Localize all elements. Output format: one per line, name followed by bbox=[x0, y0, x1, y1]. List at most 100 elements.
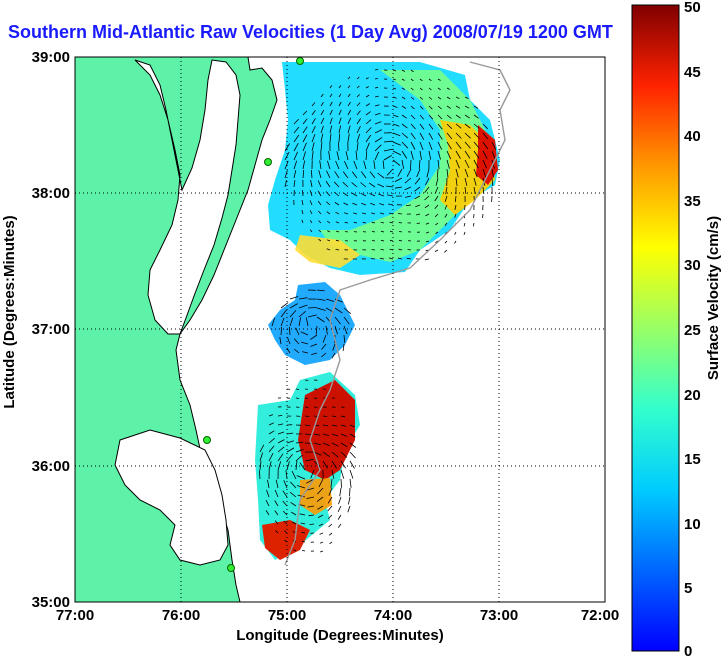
velocity-arrow bbox=[322, 424, 329, 427]
velocity-arrow bbox=[349, 424, 355, 428]
velocity-arrow bbox=[418, 159, 421, 169]
velocity-arrow bbox=[334, 307, 343, 314]
station-markers bbox=[203, 57, 304, 572]
velocity-arrow bbox=[289, 303, 298, 309]
velocity-arrow bbox=[289, 296, 299, 300]
velocity-arrow bbox=[284, 180, 287, 188]
velocity-arrow bbox=[406, 257, 412, 260]
velocity-arrow bbox=[446, 123, 453, 129]
station-marker bbox=[264, 158, 272, 166]
colorbar-tick-label: 40 bbox=[684, 128, 701, 145]
velocity-arrow bbox=[374, 95, 379, 98]
velocity-arrow bbox=[316, 289, 325, 292]
velocity-arrow bbox=[277, 431, 285, 435]
velocity-arrow bbox=[318, 210, 322, 215]
velocity-arrow bbox=[463, 222, 466, 227]
velocity-arrow bbox=[374, 151, 380, 161]
velocity-arrow bbox=[446, 96, 451, 100]
velocity-arrow bbox=[293, 134, 300, 143]
colorbar-tick-label: 5 bbox=[684, 580, 692, 597]
velocity-arrow bbox=[428, 141, 433, 151]
velocity-arrow bbox=[401, 87, 405, 90]
velocity-arrow bbox=[424, 195, 430, 201]
velocity-arrow bbox=[437, 123, 443, 130]
velocity-arrow bbox=[428, 123, 434, 130]
velocity-arrow bbox=[326, 201, 331, 206]
velocity-arrow bbox=[454, 213, 457, 218]
velocity-arrow bbox=[454, 231, 457, 235]
velocity-arrow bbox=[325, 298, 335, 302]
velocity-arrow bbox=[280, 326, 282, 336]
velocity-arrow bbox=[349, 478, 352, 488]
velocity-arrow bbox=[311, 125, 316, 134]
velocity-arrow bbox=[299, 462, 306, 471]
velocity-arrow bbox=[428, 132, 434, 140]
y-tick-label: 38:00 bbox=[32, 185, 70, 202]
velocity-arrow bbox=[327, 230, 331, 233]
velocity-arrow bbox=[317, 200, 322, 206]
velocity-arrow bbox=[274, 500, 279, 507]
velocity-arrow bbox=[298, 310, 307, 318]
velocity-arrow bbox=[333, 181, 340, 188]
velocity-arrow bbox=[340, 442, 348, 448]
velocity-arrow bbox=[349, 460, 355, 469]
velocity-arrow bbox=[317, 487, 324, 495]
velocity-arrow bbox=[328, 151, 331, 161]
velocity-arrow bbox=[334, 202, 340, 206]
velocity-arrow bbox=[304, 424, 311, 426]
velocity-arrow bbox=[337, 523, 342, 528]
velocity-arrow bbox=[473, 177, 477, 186]
velocity-arrow bbox=[410, 159, 412, 170]
velocity-arrow bbox=[313, 451, 322, 456]
velocity-arrow bbox=[267, 479, 270, 489]
velocity-arrow bbox=[371, 231, 376, 233]
velocity-arrow bbox=[329, 117, 333, 125]
velocity-arrow bbox=[437, 159, 440, 169]
velocity-arrow bbox=[293, 126, 300, 134]
velocity-arrow bbox=[464, 105, 470, 109]
velocity-arrow bbox=[340, 451, 348, 458]
velocity-arrow bbox=[293, 160, 298, 170]
velocity-arrow bbox=[482, 132, 489, 140]
velocity-arrow bbox=[365, 94, 370, 98]
velocity-arrow bbox=[386, 168, 394, 176]
velocity-arrow bbox=[301, 341, 309, 345]
velocity-arrow bbox=[356, 133, 361, 143]
velocity-arrow bbox=[365, 111, 371, 116]
velocity-arrow bbox=[329, 101, 333, 107]
velocity-arrow bbox=[320, 117, 325, 125]
velocity-arrow bbox=[322, 334, 327, 343]
velocity-arrow bbox=[306, 496, 315, 499]
colorbar-tick-label: 25 bbox=[684, 322, 701, 339]
velocity-arrow bbox=[347, 101, 351, 107]
velocity-arrow bbox=[277, 415, 283, 417]
velocity-arrow bbox=[369, 171, 376, 179]
velocity-arrow bbox=[331, 442, 339, 447]
velocity-arrow bbox=[410, 96, 415, 100]
velocity-arrow bbox=[349, 487, 351, 497]
velocity-arrow bbox=[291, 521, 297, 525]
velocity-arrow bbox=[419, 150, 422, 160]
velocity-arrow bbox=[311, 352, 318, 355]
velocity-arrow bbox=[298, 317, 302, 327]
velocity-arrow bbox=[297, 494, 306, 498]
velocity-arrow bbox=[318, 514, 324, 518]
velocity-arrow bbox=[327, 239, 331, 242]
velocity-arrow bbox=[342, 181, 349, 188]
velocity-arrow bbox=[317, 180, 322, 188]
velocity-arrow bbox=[302, 151, 306, 161]
station-marker bbox=[227, 564, 235, 572]
velocity-arrow bbox=[369, 193, 376, 197]
velocity-arrow bbox=[464, 159, 470, 169]
velocity-arrow bbox=[385, 185, 394, 188]
velocity-arrow bbox=[410, 150, 414, 160]
velocity-arrow bbox=[311, 102, 316, 107]
velocity-arrow bbox=[362, 221, 367, 224]
velocity-arrow bbox=[326, 170, 331, 179]
velocity-arrow bbox=[392, 105, 398, 108]
velocity-arrow bbox=[336, 151, 340, 161]
velocity-arrow bbox=[347, 117, 352, 125]
velocity-arrow bbox=[301, 531, 306, 534]
velocity-arrow bbox=[337, 514, 342, 520]
velocity-arrow bbox=[428, 87, 432, 91]
